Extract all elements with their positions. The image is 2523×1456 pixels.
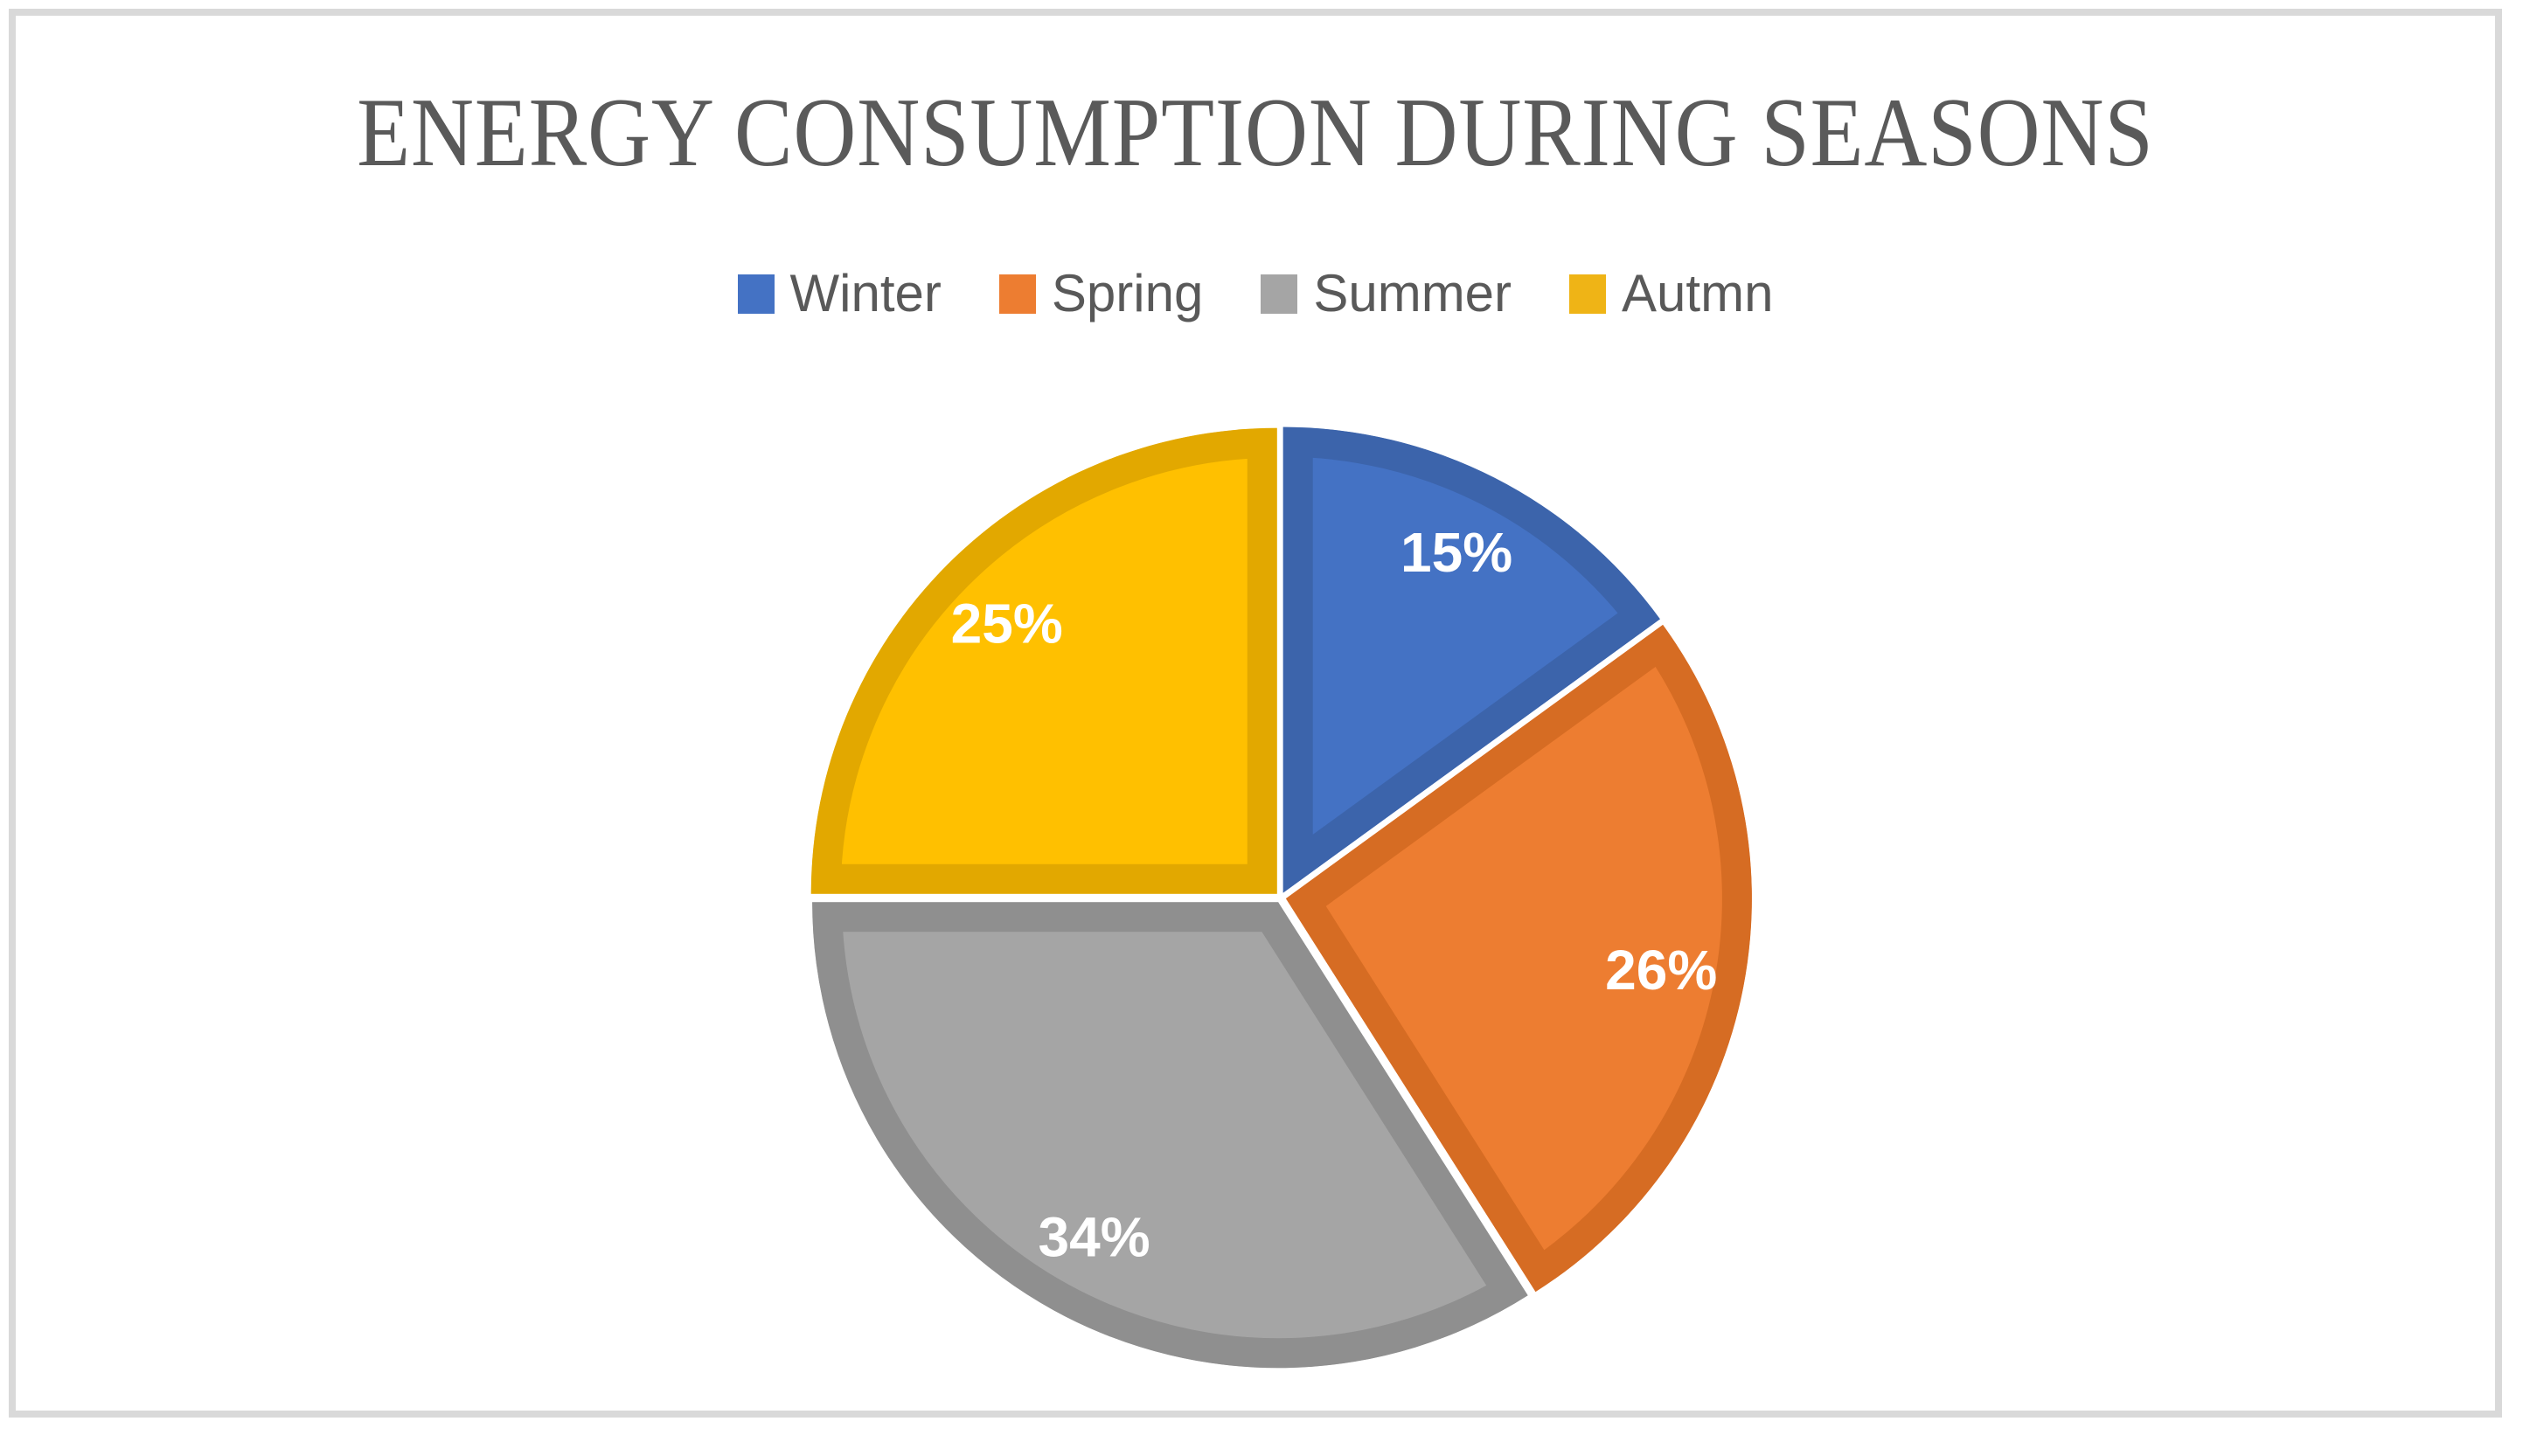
legend-swatch-spring: [998, 274, 1036, 314]
pie-data-label-summer: 34%: [1039, 1205, 1150, 1268]
legend-item-summer: Summer: [1261, 267, 1512, 320]
legend-label: Summer: [1313, 264, 1512, 322]
legend-label: Autmn: [1622, 264, 1774, 322]
legend-item-winter: Winter: [737, 264, 942, 322]
chart-legend: Winter Spring Summer Autmn: [16, 267, 2495, 320]
pie-chart: 15% 26% 34% 25%: [810, 426, 1752, 1369]
legend-swatch-autmn: [1569, 274, 1607, 314]
legend-swatch-winter: [737, 274, 775, 314]
pie-data-label-spring: 26%: [1605, 939, 1717, 1002]
chart-frame: ENERGY CONSUMPTION DURING SEASONS Winter…: [9, 9, 2502, 1418]
pie-data-label-autmn: 25%: [951, 593, 1063, 655]
pie-slice-autmn: [810, 427, 1277, 894]
legend-swatch-summer: [1261, 274, 1298, 314]
chart-title: ENERGY CONSUMPTION DURING SEASONS: [357, 79, 2154, 187]
pie-slice-winter: [1282, 426, 1660, 893]
pie-slice-spring: [1285, 624, 1752, 1293]
legend-item-autmn: Autmn: [1569, 267, 1773, 320]
legend-item-spring: Spring: [998, 264, 1204, 322]
pie-slice-summer: [812, 902, 1528, 1369]
legend-label: Winter: [789, 264, 942, 322]
pie-data-label-winter: 15%: [1401, 521, 1512, 584]
legend-label: Spring: [1051, 264, 1204, 322]
